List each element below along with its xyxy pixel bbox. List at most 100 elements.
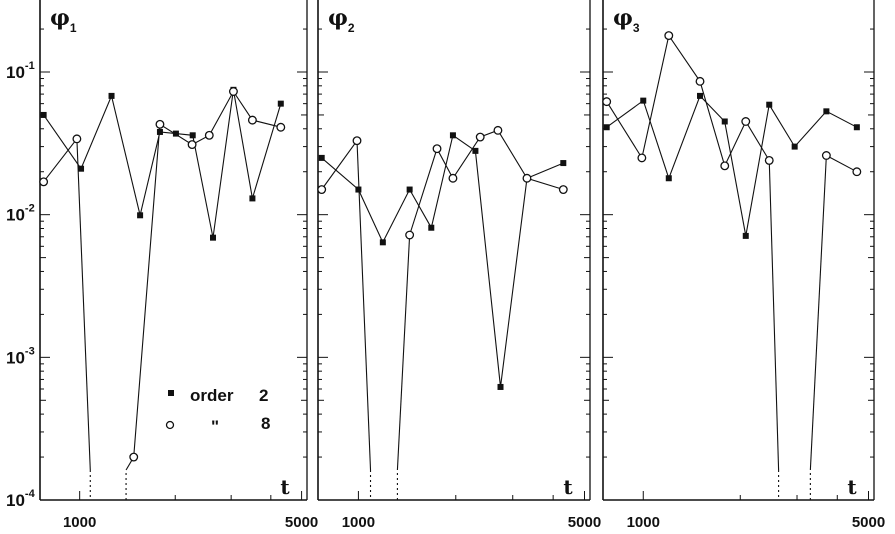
panel-2: 1000 5000 t φ2 <box>317 0 601 531</box>
legend-order-value: 2 <box>259 386 268 405</box>
data-point-square <box>210 234 217 241</box>
data-point-circle <box>522 173 532 183</box>
dropout-line <box>356 140 372 471</box>
data-point-square <box>172 130 179 137</box>
legend-8-value: 8 <box>261 414 270 433</box>
data-point-circle <box>475 132 485 142</box>
data-point-square <box>449 132 456 139</box>
panel-title-symbol: φ <box>613 5 633 31</box>
data-point-square <box>189 132 196 139</box>
data-point-square <box>428 224 435 231</box>
data-point-square <box>823 108 830 115</box>
y-tick-label: 10-2 <box>6 203 35 225</box>
x-axis-label: t <box>847 475 857 499</box>
panel-title: φ2 <box>328 5 355 35</box>
legend-square-marker <box>168 390 174 396</box>
data-point-square <box>497 383 504 390</box>
y-tick-label: 10-4 <box>6 488 36 510</box>
data-point-square <box>318 154 325 161</box>
panel-title-symbol: φ <box>50 5 70 31</box>
data-point-square <box>640 97 647 104</box>
data-point-circle <box>155 119 165 129</box>
data-point-circle <box>405 230 415 240</box>
panel-title-subscript: 1 <box>70 21 77 35</box>
data-point-square <box>742 232 749 239</box>
data-point-circle <box>602 97 612 107</box>
series-open-circle-line <box>317 125 568 500</box>
x-tick-label: 1000 <box>627 514 660 531</box>
y-tick-label-base: 10 <box>6 491 25 510</box>
data-point-circle <box>558 185 568 194</box>
series-filled-square-line <box>603 92 860 239</box>
panel-title-symbol: φ <box>328 5 348 31</box>
data-point-square <box>665 175 672 182</box>
data-point-circle <box>695 76 705 86</box>
data-point-square <box>379 239 386 246</box>
data-point-square <box>40 111 47 118</box>
series-filled-square-line <box>318 132 567 390</box>
x-tick-label: 1000 <box>63 514 96 531</box>
dropout-line <box>76 138 91 471</box>
panel-3: 1000 5000 t φ3 <box>602 0 885 531</box>
series-segment <box>826 155 858 173</box>
panel-title: φ3 <box>613 5 640 35</box>
x-axis-label: t <box>563 475 573 499</box>
data-point-square <box>766 101 773 108</box>
legend-ditto-mark: " <box>211 417 219 436</box>
y-tick-label: 10-1 <box>6 60 35 82</box>
data-point-circle <box>432 144 442 154</box>
data-point-square <box>78 165 85 172</box>
y-tick-labels: 10-110-210-310-4 <box>6 60 36 510</box>
data-point-square <box>853 124 860 131</box>
data-point-square <box>137 212 144 219</box>
data-point-circle <box>448 173 458 183</box>
y-tick-label: 10-3 <box>6 345 35 367</box>
y-tick-label-exponent: -4 <box>25 488 36 500</box>
rise-line <box>396 234 411 471</box>
data-point-square <box>560 160 567 167</box>
dropout-line <box>768 160 780 471</box>
data-point-circle <box>228 87 238 96</box>
data-point-square <box>697 92 704 99</box>
series-filled-square-line <box>40 86 284 241</box>
y-tick-label-exponent: -2 <box>25 203 35 215</box>
legend-circle-marker <box>165 420 175 430</box>
data-point-circle <box>247 115 257 125</box>
series-path <box>43 89 282 238</box>
data-point-circle <box>664 31 674 41</box>
y-tick-label-exponent: -3 <box>25 345 35 357</box>
series-segment <box>43 138 78 183</box>
data-point-circle <box>352 136 362 146</box>
data-point-circle <box>852 167 862 177</box>
series-open-circle-line <box>39 87 286 500</box>
data-point-circle <box>276 122 286 132</box>
rise-line <box>809 155 827 471</box>
panel-1: 1000 5000 t φ1 <box>39 0 318 531</box>
y-tick-label-base: 10 <box>6 206 25 225</box>
data-point-square <box>603 124 610 131</box>
x-tick-label: 5000 <box>285 514 318 531</box>
series-path <box>321 134 564 388</box>
x-tick-label: 1000 <box>342 514 375 531</box>
data-point-circle <box>129 452 139 462</box>
data-point-square <box>791 143 798 150</box>
data-point-square <box>472 147 479 154</box>
data-point-square <box>156 128 163 135</box>
data-point-circle <box>637 153 647 163</box>
series-path <box>606 94 858 236</box>
data-point-square <box>721 118 728 125</box>
x-tick-label: 5000 <box>852 514 885 531</box>
series-segment <box>321 140 358 190</box>
series-segment <box>606 34 770 168</box>
data-point-circle <box>317 185 327 194</box>
data-point-circle <box>72 134 82 144</box>
series-segment <box>409 129 564 236</box>
data-point-circle <box>720 161 730 171</box>
data-point-circle <box>741 117 751 126</box>
data-point-circle <box>204 130 214 140</box>
legend: order 2 " 8 <box>165 386 270 436</box>
y-tick-label-exponent: -1 <box>25 60 35 72</box>
data-point-circle <box>821 151 831 160</box>
y-tick-label-base: 10 <box>6 63 25 82</box>
